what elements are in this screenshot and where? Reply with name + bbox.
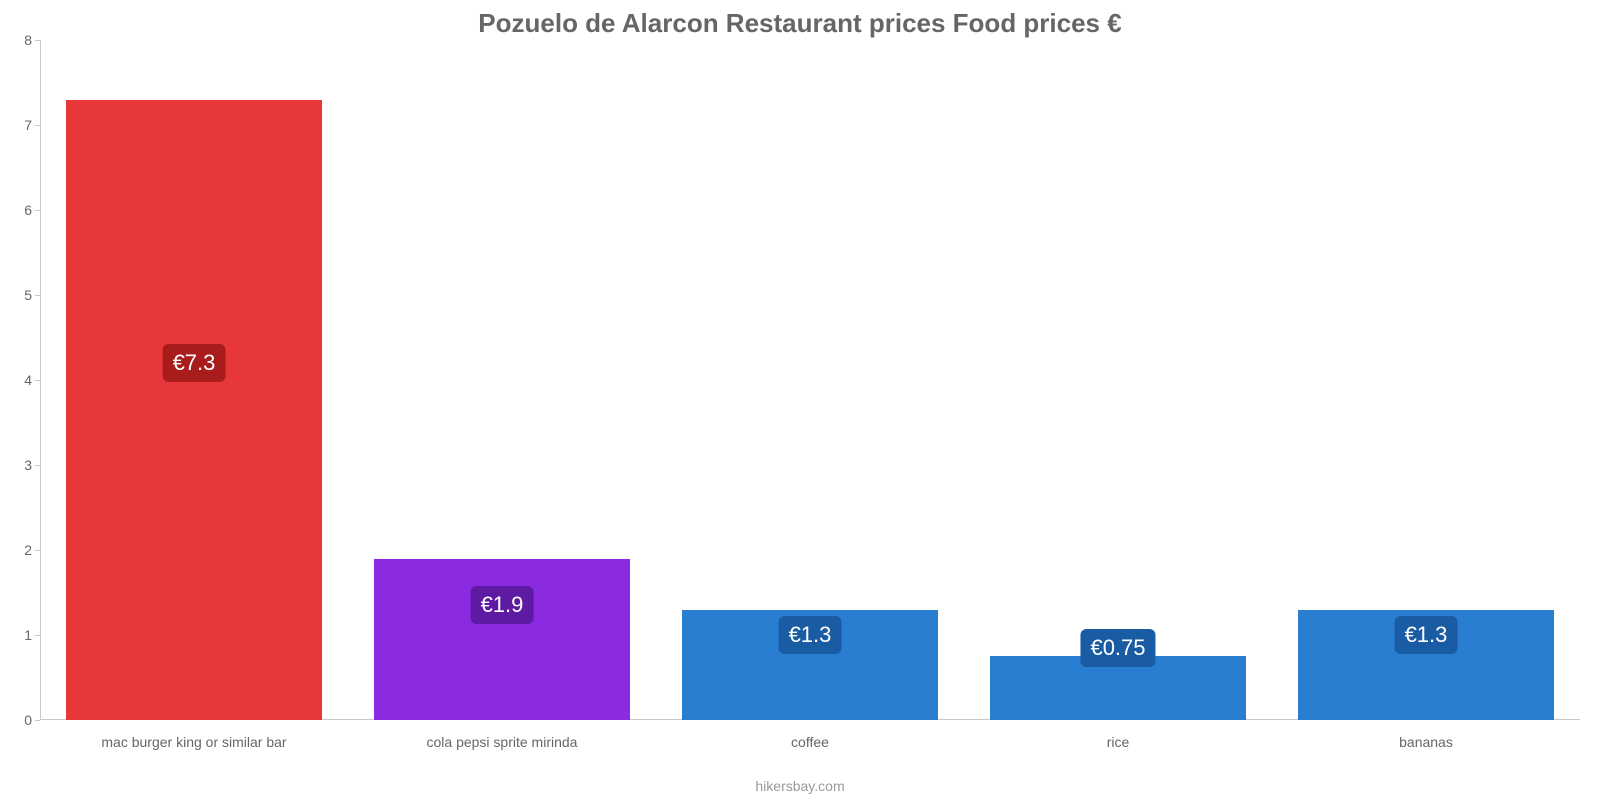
value-badge: €1.3 (779, 616, 842, 654)
y-tick-mark (35, 380, 40, 381)
value-badge: €0.75 (1080, 629, 1155, 667)
price-bar (374, 559, 630, 721)
chart-footer-credit: hikersbay.com (0, 778, 1600, 794)
x-category-label: mac burger king or similar bar (101, 720, 286, 750)
value-badge: €1.3 (1395, 616, 1458, 654)
y-axis-line (40, 40, 41, 720)
chart-title: Pozuelo de Alarcon Restaurant prices Foo… (0, 8, 1600, 39)
x-category-label: rice (1107, 720, 1130, 750)
x-category-label: coffee (791, 720, 829, 750)
bar-slot: coffee€1.3 (682, 40, 938, 720)
bar-slot: cola pepsi sprite mirinda€1.9 (374, 40, 630, 720)
plot-area: 012345678mac burger king or similar bar€… (40, 40, 1580, 720)
y-tick-mark (35, 125, 40, 126)
y-tick-mark (35, 720, 40, 721)
y-tick-mark (35, 40, 40, 41)
y-tick-mark (35, 465, 40, 466)
y-tick-mark (35, 295, 40, 296)
y-tick-mark (35, 210, 40, 211)
y-tick-mark (35, 635, 40, 636)
price-bar (66, 100, 322, 721)
price-bar-chart: Pozuelo de Alarcon Restaurant prices Foo… (0, 0, 1600, 800)
bar-slot: rice€0.75 (990, 40, 1246, 720)
value-badge: €7.3 (163, 344, 226, 382)
bar-slot: mac burger king or similar bar€7.3 (66, 40, 322, 720)
y-tick-mark (35, 550, 40, 551)
x-category-label: bananas (1399, 720, 1453, 750)
x-category-label: cola pepsi sprite mirinda (427, 720, 578, 750)
value-badge: €1.9 (471, 586, 534, 624)
bar-slot: bananas€1.3 (1298, 40, 1554, 720)
